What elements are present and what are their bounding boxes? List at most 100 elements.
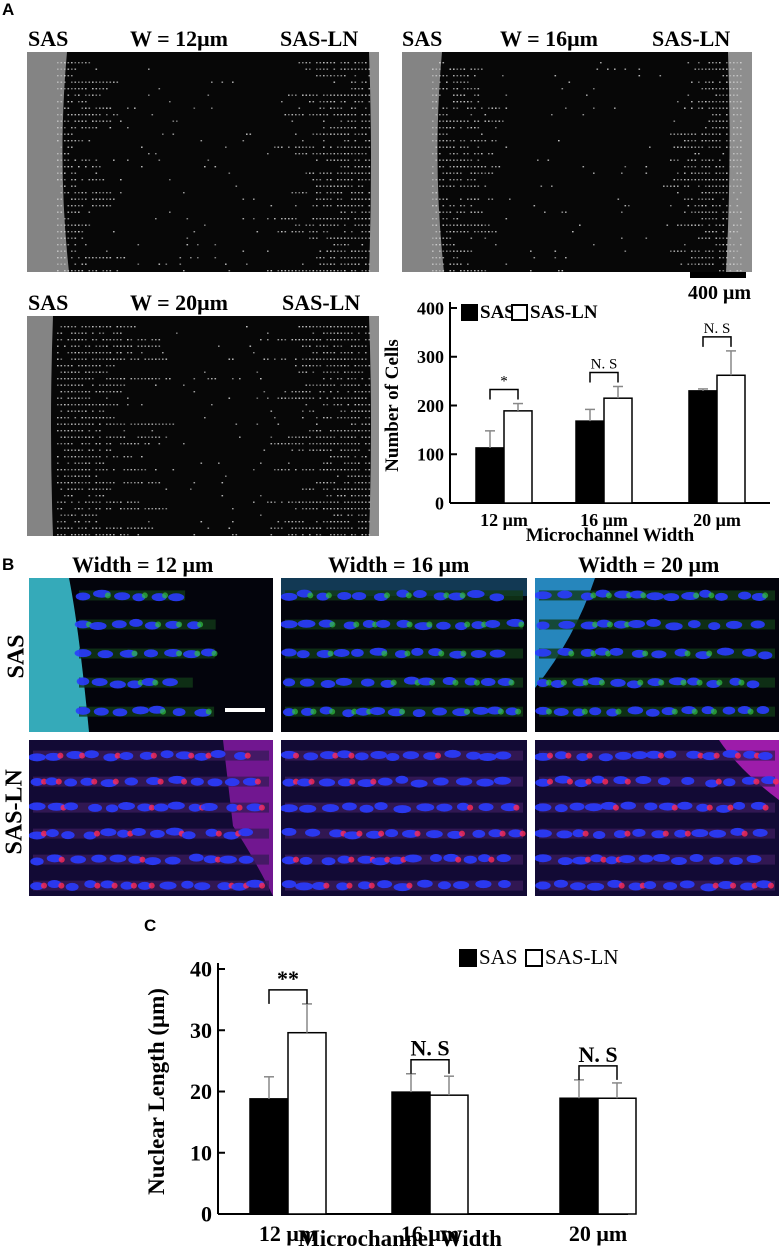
y-tick-label: 10	[190, 1140, 212, 1165]
img1-left-label: SAS	[28, 26, 69, 51]
fluorescence-content	[535, 740, 779, 896]
legend-label-sas-ln: SAS-LN	[530, 302, 598, 323]
microscopy-image-w20	[27, 316, 379, 536]
y-tick-label: 0	[201, 1202, 212, 1227]
significance-bracket	[702, 336, 732, 347]
bar-sas-ln	[503, 410, 533, 504]
scale-bar-label: 400 μm	[688, 282, 751, 304]
x-tick-label: 20 μm	[693, 510, 741, 530]
significance-bracket	[578, 1065, 618, 1080]
legend-label-sas: SAS	[480, 302, 515, 323]
col-label-w16: Width = 16 μm	[328, 552, 470, 577]
x-tick-label: 16 μm	[580, 510, 628, 530]
img1-right-label: SAS-LN	[280, 26, 359, 51]
x-axis-title: Microchannel Width	[298, 1226, 502, 1251]
significance-label: *	[500, 374, 508, 390]
significance-label: N. S	[591, 356, 618, 372]
cell-count-chart: 0 100 200 300 400 Number of Cells * 12 μm N. S 16…	[382, 298, 770, 546]
significance-label: N. S	[704, 321, 731, 337]
img2-right-label: SAS-LN	[652, 26, 731, 51]
img3-width-label: W = 20μm	[130, 290, 228, 315]
legend-label-sas-ln: SAS-LN	[545, 945, 619, 969]
panel-a-letter: A	[2, 0, 15, 19]
bar-sas-ln	[287, 1031, 327, 1215]
y-tick-label: 0	[435, 493, 444, 513]
reservoir-glow	[29, 578, 89, 732]
significance-label: N. S	[578, 1042, 617, 1067]
reservoir-glow	[535, 578, 595, 688]
nuclear-length-chart: 0 10 20 30 40 Nuclear Length (μm) ** 12 μm N. S 1…	[144, 945, 637, 1251]
significance-bracket	[268, 989, 308, 1004]
y-tick-label: 300	[417, 347, 444, 367]
x-tick-label: 20 μm	[569, 1221, 627, 1246]
scale-bar	[690, 272, 746, 278]
fluorescence-content	[281, 740, 527, 896]
channel-lines	[402, 52, 752, 272]
channel-lines	[27, 316, 379, 536]
x-tick-label: 16 μm	[401, 1221, 459, 1246]
legend-swatch-sas-ln	[511, 304, 528, 321]
bar-sas-ln	[716, 374, 746, 504]
y-tick-label: 200	[417, 396, 444, 416]
x-tick-label: 12 μm	[480, 510, 528, 530]
col-label-w20: Width = 20 μm	[578, 552, 720, 577]
row-label-sasln: SAS-LN	[1, 769, 28, 855]
fluorescence-texture	[29, 740, 273, 896]
sas-reservoir	[402, 52, 444, 272]
bar-sas	[559, 1097, 599, 1215]
img3-right-label: SAS-LN	[282, 290, 361, 315]
bar-sas-ln	[603, 397, 633, 504]
img2-width-label: W = 16μm	[500, 26, 598, 51]
sasln-reservoir	[369, 316, 379, 536]
fluorescence-content	[535, 578, 779, 732]
bar-sas	[575, 420, 605, 504]
y-axis-title: Nuclear Length (μm)	[144, 988, 169, 1195]
sas-reservoir	[27, 52, 69, 272]
col-label-w12: Width = 12 μm	[72, 552, 214, 577]
bar-sas	[688, 390, 718, 504]
fluorescence-sas-w20	[535, 578, 779, 732]
microscopy-image-w12	[27, 52, 379, 272]
channel-texture	[402, 52, 752, 272]
bar-sas	[249, 1098, 289, 1215]
sasln-reservoir	[369, 52, 379, 272]
bar-sas	[475, 447, 505, 504]
microscopy-image-w16	[402, 52, 752, 272]
fluorescence-sasln-w20	[535, 740, 779, 896]
bar-sas-ln	[429, 1094, 469, 1215]
y-tick-label: 100	[417, 445, 444, 465]
fluorescence-texture	[535, 740, 779, 896]
fluorescence-texture	[535, 578, 779, 732]
img1-width-label: W = 12μm	[130, 26, 228, 51]
significance-label: N. S	[410, 1036, 449, 1061]
row-label-sas: SAS	[3, 634, 30, 679]
bar-sas	[391, 1091, 431, 1215]
fluorescence-content	[281, 578, 527, 732]
fluorescence-texture	[281, 740, 527, 896]
channel-lines	[27, 52, 379, 272]
y-axis-title: Number of Cells	[382, 339, 403, 472]
img3-left-label: SAS	[28, 290, 69, 315]
fluorescence-texture	[29, 578, 273, 732]
fluorescence-content	[29, 740, 273, 896]
legend-swatch-sas	[459, 949, 477, 967]
fluorescence-sasln-w16	[281, 740, 527, 896]
significance-bracket	[489, 388, 519, 400]
panel-c-letter: C	[144, 916, 157, 935]
fluorescence-texture	[281, 578, 527, 732]
significance-bracket	[410, 1058, 450, 1074]
sasln-reservoir	[726, 52, 752, 272]
y-tick-label: 30	[190, 1018, 212, 1043]
fluorescence-content	[29, 578, 273, 732]
sas-reservoir	[27, 316, 53, 536]
x-axis-title: Microchannel Width	[526, 525, 695, 546]
fluorescence-sas-w16	[281, 578, 527, 732]
fluorescence-sasln-w12	[29, 740, 273, 896]
significance-bracket	[589, 371, 619, 383]
legend-swatch-sas-ln	[525, 949, 543, 967]
scale-bar	[225, 708, 265, 712]
legend-label-sas: SAS	[479, 945, 518, 969]
y-tick-label: 400	[417, 298, 444, 318]
legend-swatch-sas	[461, 304, 478, 321]
x-tick-label: 12 μm	[259, 1221, 317, 1246]
